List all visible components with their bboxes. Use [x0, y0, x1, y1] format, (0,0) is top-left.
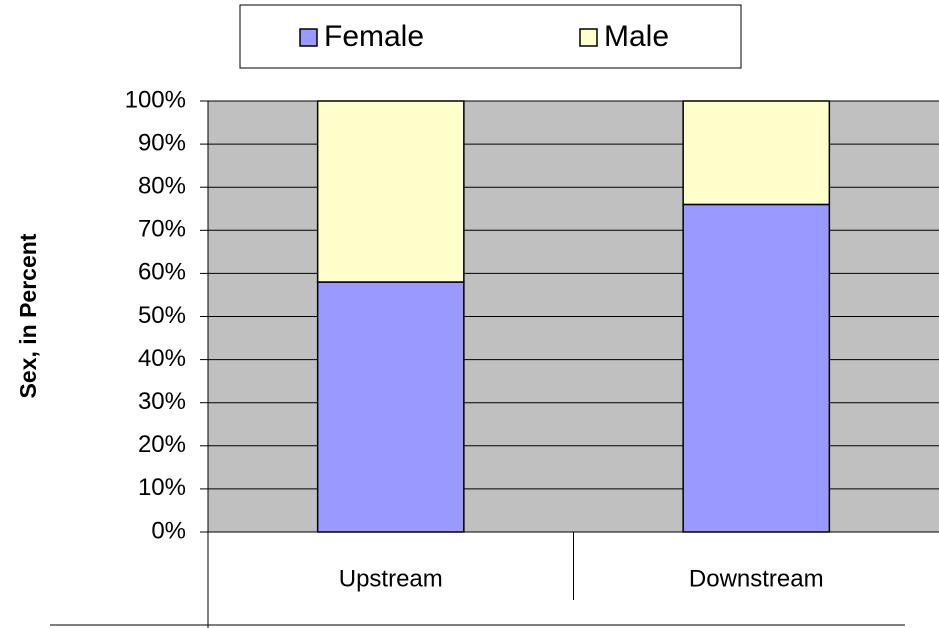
y-tick-label: 100%: [125, 86, 186, 113]
y-tick-label: 60%: [138, 259, 186, 286]
bar-segment: [316, 281, 465, 533]
legend-label: Female: [324, 20, 424, 53]
x-tick-label: Downstream: [689, 565, 824, 592]
y-axis-label: Sex, in Percent: [15, 233, 41, 398]
y-tick-label: 0%: [151, 517, 186, 544]
legend-swatch: [579, 28, 598, 47]
legend-swatch: [299, 28, 318, 47]
y-tick-label: 10%: [138, 474, 186, 501]
x-tick-label: Upstream: [339, 565, 443, 592]
y-tick-label: 30%: [138, 388, 186, 415]
bar-segment: [682, 203, 831, 533]
legend-box: [239, 4, 742, 69]
y-tick-label: 90%: [138, 129, 186, 156]
legend-label: Male: [604, 20, 669, 53]
y-tick-label: 50%: [138, 302, 186, 329]
y-tick-label: 40%: [138, 345, 186, 372]
y-tick-label: 80%: [138, 173, 186, 200]
y-tick-label: 20%: [138, 431, 186, 458]
bar-segment: [316, 100, 465, 283]
y-tick-label: 70%: [138, 216, 186, 243]
bar-segment: [682, 100, 831, 206]
